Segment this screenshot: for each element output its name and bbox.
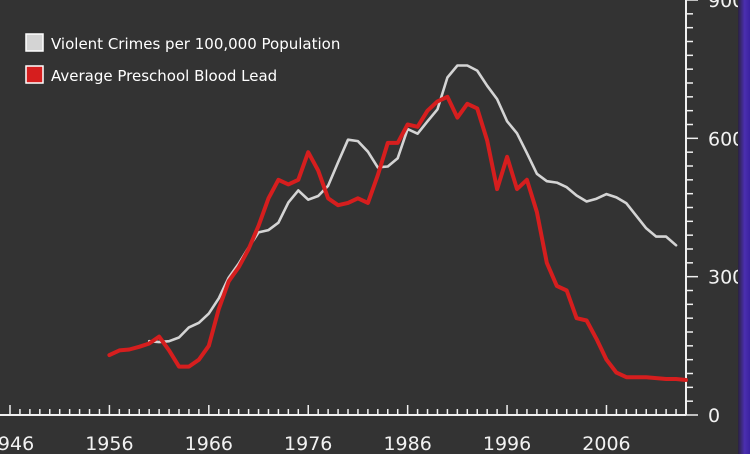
violent-crimes-line (147, 64, 678, 344)
legend-label-blood-lead: Average Preschool Blood Lead (51, 67, 277, 85)
x-tick-label: 1946 (0, 433, 34, 454)
y-tick-label: 300 (708, 267, 744, 289)
x-tick-label: 1976 (284, 433, 332, 454)
legend: Violent Crimes per 100,000 Population Av… (25, 33, 340, 85)
blood-lead-line (107, 94, 688, 382)
x-axis: 1946 1956 1966 1976 1986 1996 2006 (0, 405, 687, 454)
x-tick-label: 2006 (582, 433, 630, 454)
x-tick-label: 1966 (185, 433, 233, 454)
legend-label-violent-crimes: Violent Crimes per 100,000 Population (51, 35, 340, 53)
x-tick-label: 1996 (483, 433, 531, 454)
y-axis: 0 300 600 900 (685, 0, 744, 427)
right-edge-strip (738, 0, 750, 454)
y-tick-label: 600 (708, 128, 744, 150)
x-tick-label: 1956 (85, 433, 133, 454)
y-tick-label: 900 (708, 0, 744, 12)
series-lines (107, 64, 688, 382)
legend-swatch-violent-crimes (25, 33, 44, 52)
y-tick-label: 0 (708, 405, 720, 427)
legend-swatch-blood-lead (25, 65, 44, 84)
x-tick-label: 1986 (383, 433, 431, 454)
